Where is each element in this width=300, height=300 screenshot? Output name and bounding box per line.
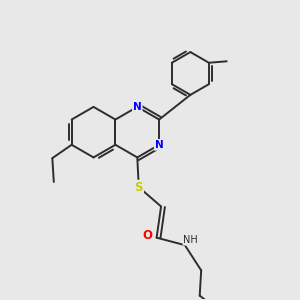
Text: S: S [134, 181, 143, 194]
Text: N: N [155, 140, 164, 150]
Text: N: N [133, 102, 142, 112]
Text: NH: NH [183, 235, 198, 245]
Text: O: O [142, 229, 152, 242]
